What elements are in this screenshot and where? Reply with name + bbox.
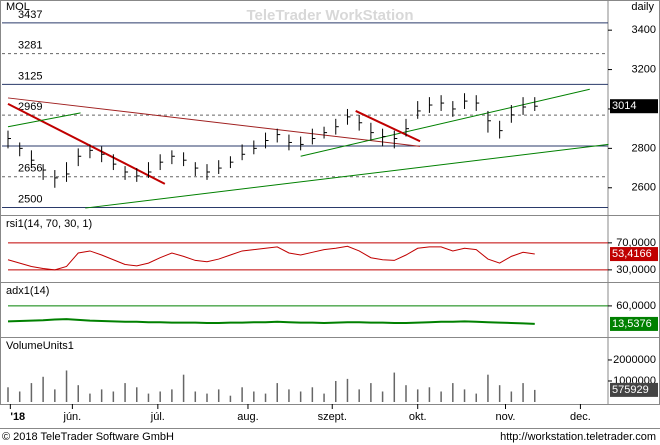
- trendline: [7, 112, 81, 128]
- trendline: [85, 143, 609, 209]
- trendline: [300, 88, 590, 157]
- level-label: 3125: [18, 70, 42, 82]
- x-tick-label: júl.: [150, 411, 165, 423]
- indicator-line: [7, 318, 535, 325]
- current-value-label: 53,4166: [612, 248, 652, 260]
- current-value-box: [610, 247, 658, 262]
- symbol: MOL: [6, 1, 30, 13]
- x-tick-label: nov.: [496, 411, 516, 423]
- current-value-box: [610, 316, 658, 331]
- x-tick-label: aug.: [237, 411, 258, 423]
- period: daily: [631, 1, 654, 13]
- level-label: 3437: [18, 9, 42, 21]
- y-tick-label: 2600: [632, 182, 656, 194]
- panel-title: VolumeUnits1: [6, 340, 74, 352]
- level-label: 2656: [18, 163, 42, 175]
- y-tick-label: 3200: [632, 63, 656, 75]
- indicator-line: [7, 245, 535, 271]
- copyright: © 2018 TeleTrader Software GmbH: [2, 431, 174, 443]
- y-tick-label: 3400: [632, 24, 656, 36]
- y-tick-label: 30,0000: [616, 264, 656, 276]
- level-label: 3281: [18, 40, 42, 52]
- url: http://workstation.teletrader.com: [500, 431, 656, 443]
- level-label: 2969: [18, 101, 42, 113]
- current-value-label: 13,5376: [612, 318, 652, 330]
- level-label: 2500: [18, 193, 42, 205]
- y-tick-label: 60,0000: [616, 300, 656, 312]
- current-value-box: [610, 99, 658, 114]
- trendline: [7, 97, 421, 147]
- y-tick-label: 2800: [632, 142, 656, 154]
- y-tick-label: 2000000: [613, 354, 656, 366]
- trendline: [7, 102, 166, 185]
- panel-title: adx1(14): [6, 285, 49, 297]
- panel-title: rsi1(14, 70, 30, 1): [6, 218, 92, 230]
- x-tick-label: jún.: [63, 411, 82, 423]
- current-value-label: 575929: [612, 384, 649, 396]
- current-value-box: [610, 382, 658, 397]
- y-tick-label: 70,0000: [616, 237, 656, 249]
- x-tick-label: '18: [10, 411, 25, 423]
- current-value-label: 3014: [612, 100, 636, 112]
- trendline: [355, 110, 421, 143]
- x-tick-label: szept.: [318, 411, 347, 423]
- x-tick-label: okt.: [409, 411, 427, 423]
- watermark: TeleTrader WorkStation: [247, 7, 414, 24]
- x-tick-label: dec.: [570, 411, 591, 423]
